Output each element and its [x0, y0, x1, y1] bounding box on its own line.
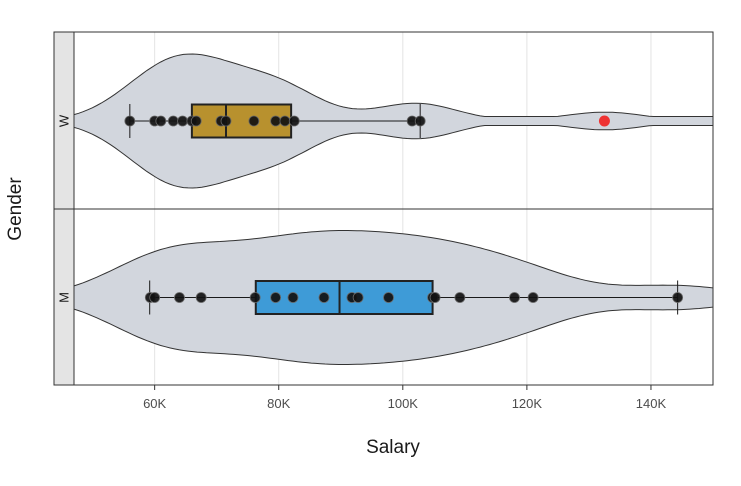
- x-axis-ticks: 60K 80K 100K 120K 140K: [143, 385, 666, 411]
- data-point: [155, 115, 167, 127]
- x-tick-label: 80K: [267, 396, 290, 411]
- x-axis-title: Salary: [366, 437, 420, 458]
- data-point: [279, 115, 291, 127]
- data-point: [190, 115, 202, 127]
- facet-label-W: W: [57, 114, 72, 127]
- x-tick-label: 100K: [388, 396, 419, 411]
- data-point: [352, 292, 364, 303]
- panel-M: M: [53, 208, 714, 386]
- outlier-point: [598, 115, 610, 127]
- x-tick-label: 140K: [636, 396, 667, 411]
- data-point: [318, 292, 330, 303]
- data-point: [454, 292, 466, 303]
- box-M: [254, 280, 434, 315]
- data-point: [287, 292, 299, 303]
- data-point: [248, 115, 260, 127]
- chart-panels: WM: [53, 31, 714, 386]
- data-point: [288, 115, 300, 127]
- data-point: [414, 115, 426, 127]
- facet-strip: [53, 208, 75, 386]
- data-point: [509, 292, 520, 303]
- data-point: [429, 292, 441, 303]
- data-point: [167, 115, 179, 127]
- data-point: [383, 292, 394, 303]
- data-point: [249, 292, 261, 303]
- data-point: [124, 115, 136, 127]
- data-point: [527, 292, 539, 303]
- panel-W: W: [53, 31, 714, 210]
- x-tick-label: 120K: [512, 396, 543, 411]
- data-point: [672, 292, 684, 303]
- facet-label-M: M: [57, 292, 72, 303]
- y-axis-title: Gender: [5, 177, 26, 241]
- data-point: [149, 292, 161, 303]
- data-point: [177, 115, 188, 127]
- data-point: [270, 292, 282, 303]
- data-point: [270, 115, 282, 127]
- data-point: [220, 115, 232, 127]
- data-point: [174, 292, 185, 303]
- data-point: [195, 292, 207, 303]
- x-tick-label: 60K: [143, 396, 166, 411]
